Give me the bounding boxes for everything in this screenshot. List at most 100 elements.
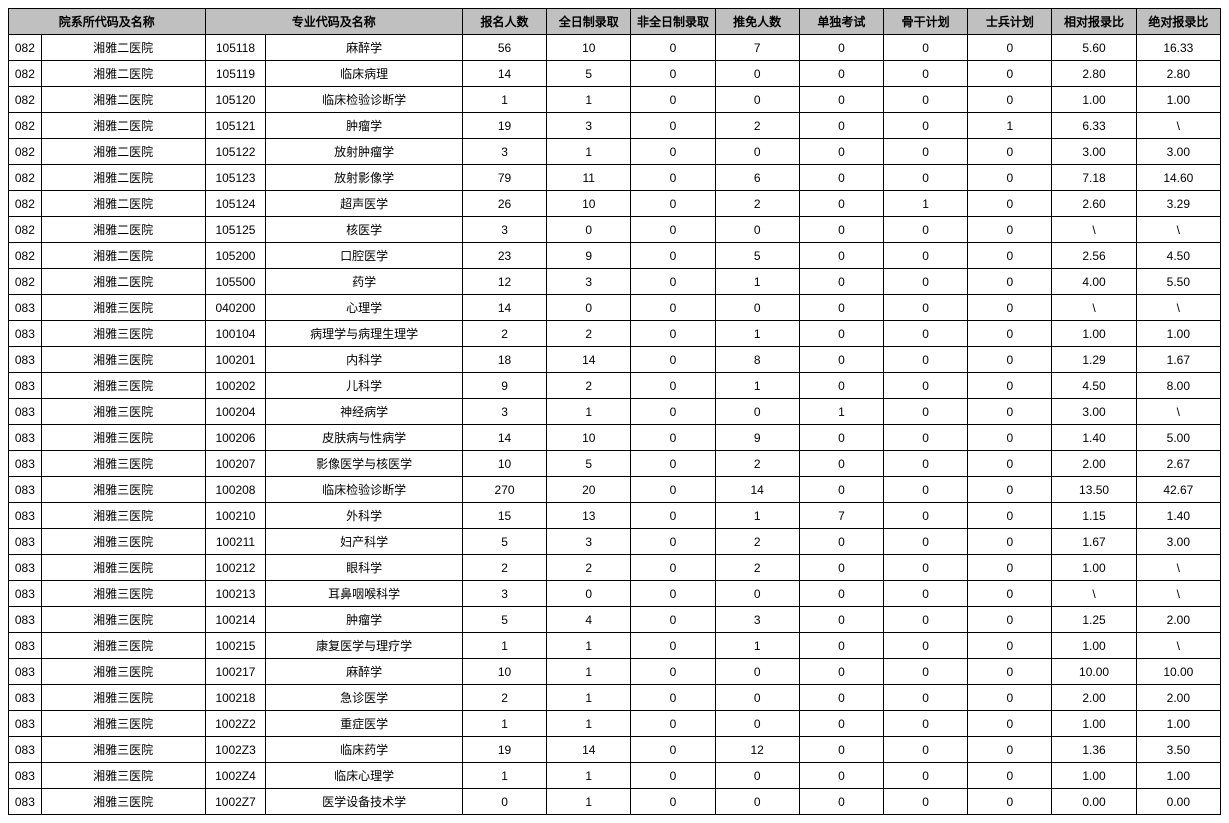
table-cell: 1.29	[1052, 347, 1136, 373]
table-cell: 2.60	[1052, 191, 1136, 217]
table-cell: 康复医学与理疗学	[266, 633, 463, 659]
header-cell: 全日制录取	[547, 9, 631, 35]
table-cell: \	[1052, 581, 1136, 607]
table-cell: 湘雅二医院	[41, 243, 205, 269]
table-cell: 082	[9, 269, 42, 295]
table-cell: 0	[799, 165, 883, 191]
table-cell: 100214	[205, 607, 266, 633]
table-row: 082湘雅二医院105121肿瘤学193020016.33\	[9, 113, 1221, 139]
table-cell: 1	[547, 633, 631, 659]
table-cell: 0	[968, 425, 1052, 451]
table-cell: 6	[715, 165, 799, 191]
table-cell: 0	[631, 581, 715, 607]
table-cell: 妇产科学	[266, 529, 463, 555]
table-cell: 083	[9, 711, 42, 737]
table-cell: 0	[968, 737, 1052, 763]
table-row: 082湘雅二医院105123放射影像学7911060007.1814.60	[9, 165, 1221, 191]
table-cell: 0	[631, 399, 715, 425]
table-cell: 1.00	[1136, 321, 1220, 347]
table-cell: 0	[799, 347, 883, 373]
table-cell: 1.67	[1052, 529, 1136, 555]
table-cell: \	[1136, 113, 1220, 139]
table-cell: 2	[715, 113, 799, 139]
table-cell: 083	[9, 555, 42, 581]
table-cell: 1	[462, 633, 546, 659]
table-cell: 0	[631, 87, 715, 113]
table-cell: 2.80	[1136, 61, 1220, 87]
table-cell: 0	[799, 607, 883, 633]
table-cell: 0	[715, 763, 799, 789]
table-cell: 湘雅三医院	[41, 321, 205, 347]
table-row: 083湘雅三医院100218急诊医学21000002.002.00	[9, 685, 1221, 711]
table-cell: 0	[799, 269, 883, 295]
table-row: 083湘雅三医院1002Z7医学设备技术学01000000.000.00	[9, 789, 1221, 815]
table-cell: 湘雅二医院	[41, 191, 205, 217]
table-cell: 0	[968, 269, 1052, 295]
table-cell: 0	[884, 685, 968, 711]
table-cell: 0	[799, 191, 883, 217]
table-cell: 0	[462, 789, 546, 815]
table-cell: 0	[631, 737, 715, 763]
table-cell: 2.00	[1052, 451, 1136, 477]
table-cell: 内科学	[266, 347, 463, 373]
table-cell: 0	[884, 61, 968, 87]
table-cell: 3.00	[1052, 399, 1136, 425]
table-row: 082湘雅二医院105200口腔医学239050002.564.50	[9, 243, 1221, 269]
table-row: 083湘雅三医院100208临床检验诊断学2702001400013.5042.…	[9, 477, 1221, 503]
table-cell: 1.15	[1052, 503, 1136, 529]
table-cell: 0	[884, 321, 968, 347]
table-cell: 8.00	[1136, 373, 1220, 399]
header-cell: 士兵计划	[968, 9, 1052, 35]
table-cell: 1	[715, 269, 799, 295]
table-row: 083湘雅三医院100104病理学与病理生理学22010001.001.00	[9, 321, 1221, 347]
table-cell: 105122	[205, 139, 266, 165]
table-cell: 0	[631, 503, 715, 529]
table-cell: \	[1136, 581, 1220, 607]
table-cell: 4.00	[1052, 269, 1136, 295]
table-cell: 湘雅三医院	[41, 347, 205, 373]
table-cell: 1	[547, 87, 631, 113]
table-cell: 核医学	[266, 217, 463, 243]
table-cell: 0	[968, 763, 1052, 789]
table-cell: 0	[631, 789, 715, 815]
table-cell: 16.33	[1136, 35, 1220, 61]
table-cell: 1.00	[1052, 633, 1136, 659]
table-cell: 082	[9, 165, 42, 191]
table-cell: 肿瘤学	[266, 607, 463, 633]
table-cell: 1	[715, 633, 799, 659]
table-cell: 湘雅三医院	[41, 789, 205, 815]
table-cell: 2	[547, 555, 631, 581]
table-cell: 0	[968, 243, 1052, 269]
table-cell: 0	[715, 685, 799, 711]
table-cell: 10.00	[1136, 659, 1220, 685]
table-header: 院系所代码及名称专业代码及名称报名人数全日制录取非全日制录取推免人数单独考试骨干…	[9, 9, 1221, 35]
table-cell: 0	[884, 373, 968, 399]
table-cell: 083	[9, 763, 42, 789]
table-cell: 0	[799, 685, 883, 711]
table-row: 083湘雅三医院100207影像医学与核医学105020002.002.67	[9, 451, 1221, 477]
header-cell: 专业代码及名称	[205, 9, 462, 35]
table-cell: 6.33	[1052, 113, 1136, 139]
table-cell: 083	[9, 451, 42, 477]
table-cell: 14	[715, 477, 799, 503]
table-cell: 0	[968, 789, 1052, 815]
table-cell: 0	[631, 61, 715, 87]
table-cell: 0	[547, 217, 631, 243]
table-cell: 2.00	[1136, 607, 1220, 633]
table-cell: 3	[715, 607, 799, 633]
table-cell: 0	[631, 321, 715, 347]
table-cell: 100201	[205, 347, 266, 373]
table-cell: 100212	[205, 555, 266, 581]
table-cell: 3.50	[1136, 737, 1220, 763]
table-cell: 270	[462, 477, 546, 503]
table-row: 083湘雅三医院1002Z2重症医学11000001.001.00	[9, 711, 1221, 737]
table-cell: 100104	[205, 321, 266, 347]
table-cell: 0	[884, 581, 968, 607]
table-cell: 0	[884, 35, 968, 61]
table-cell: 10	[547, 425, 631, 451]
table-cell: 12	[462, 269, 546, 295]
table-cell: 040200	[205, 295, 266, 321]
table-cell: 0	[631, 763, 715, 789]
table-cell: 0	[631, 425, 715, 451]
table-cell: 2	[547, 373, 631, 399]
